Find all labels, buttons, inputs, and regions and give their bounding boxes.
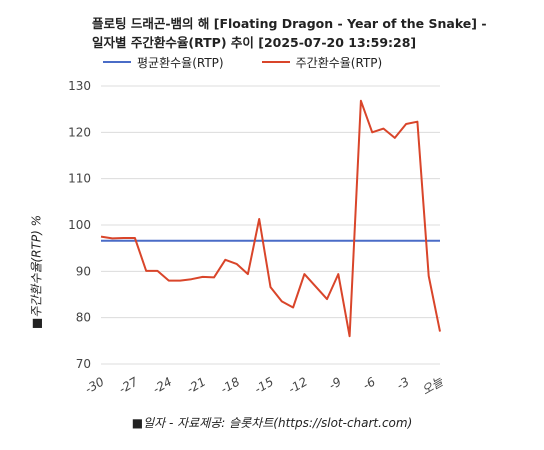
y-tick-label: 70: [76, 357, 91, 371]
x-axis-label: ■일자 - 자료제공: 슬롯차트(https://slot-chart.com): [131, 416, 413, 430]
x-tick-label: -12: [286, 374, 310, 396]
x-tick-label: -15: [252, 374, 276, 396]
x-tick-label: -30: [83, 374, 107, 396]
x-tick-label: 오늘: [419, 374, 446, 398]
y-tick-label: 130: [68, 79, 91, 93]
x-tick-label: -6: [360, 374, 378, 392]
y-tick-label: 90: [76, 264, 91, 278]
y-tick-label: 80: [76, 311, 91, 325]
legend-item-weekly[interactable]: 주간환수율(RTP): [261, 54, 383, 71]
chart-legend: 평균환수율(RTP) 주간환수율(RTP): [103, 53, 420, 71]
chart-title: 플로팅 드래곤-뱀의 해 [Floating Dragon - Year of …: [92, 16, 487, 50]
x-tick-label: -27: [116, 374, 140, 396]
legend-item-average[interactable]: 평균환수율(RTP): [103, 54, 224, 71]
legend-swatch-weekly: [261, 61, 290, 63]
legend-label-weekly: 주간환수율(RTP): [295, 55, 383, 70]
legend-swatch-average: [103, 61, 131, 63]
x-axis-label-text: 일자 - 자료제공: 슬롯차트(https://slot-chart.com): [143, 416, 413, 430]
legend-label-average: 평균환수율(RTP): [137, 55, 224, 70]
x-tick-label: -3: [394, 374, 411, 392]
y-tick-label: 100: [68, 218, 91, 232]
y-tick-label: 120: [68, 125, 91, 139]
x-tick-label: -24: [150, 374, 174, 396]
x-tick-label: -9: [326, 374, 343, 392]
x-tick-label: -18: [218, 374, 242, 396]
weekly-rtp-line: [100, 99, 441, 338]
x-tick-label: -21: [184, 374, 208, 396]
y-tick-label: 110: [68, 172, 91, 186]
